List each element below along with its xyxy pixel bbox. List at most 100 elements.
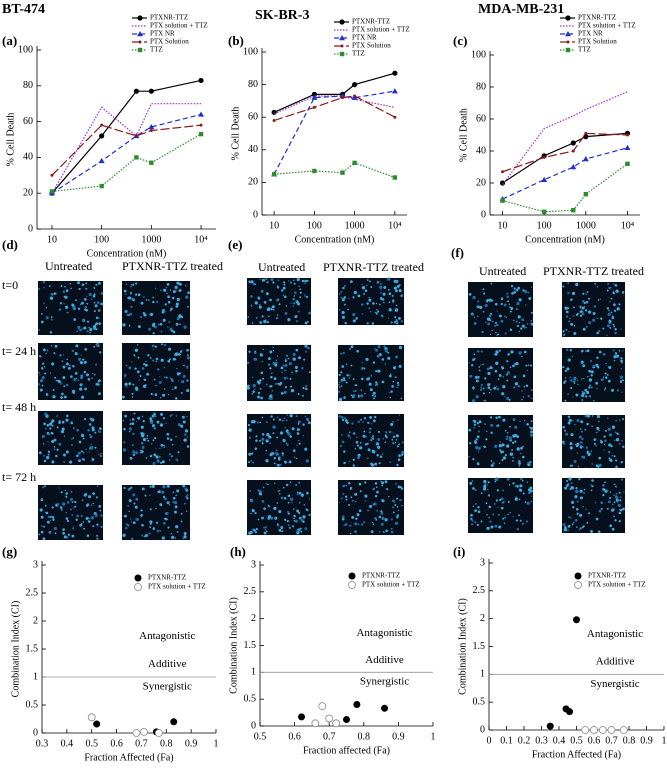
cell (355, 517, 358, 520)
cell (608, 320, 612, 324)
cell (81, 283, 85, 287)
cell (590, 450, 592, 452)
annotation: Antagonistic (587, 628, 643, 640)
cell (266, 421, 268, 423)
cell (276, 463, 280, 467)
cell (400, 320, 404, 323)
marker (566, 708, 573, 716)
legend-label: PTXNR-TTZ (150, 14, 188, 22)
marker (571, 149, 575, 153)
cell (618, 491, 621, 494)
cell (569, 464, 573, 467)
legend-label: PTX solution + TTZ (150, 22, 208, 30)
cell (66, 519, 70, 523)
cell (147, 439, 150, 442)
cell (95, 283, 98, 286)
cell (585, 508, 587, 511)
marker (99, 183, 104, 189)
cell (340, 385, 343, 387)
cell (65, 418, 69, 422)
cell (391, 499, 395, 503)
cell (65, 495, 68, 498)
cell (283, 295, 287, 299)
cell (367, 457, 369, 460)
cell (346, 421, 349, 424)
cell (504, 516, 507, 519)
cell (352, 296, 355, 299)
cell (160, 443, 164, 447)
cell (480, 492, 483, 494)
cell (143, 362, 146, 366)
cell (83, 370, 87, 374)
cell (46, 349, 49, 352)
cell (581, 299, 585, 303)
cell (295, 484, 298, 486)
cell (50, 318, 53, 321)
cell (487, 481, 490, 484)
cell (572, 396, 574, 398)
cell (368, 298, 372, 302)
marker (311, 94, 318, 100)
cell (497, 513, 500, 516)
cell (486, 484, 488, 486)
cell (619, 375, 624, 379)
cell (264, 321, 266, 323)
cell (501, 366, 505, 370)
cell (567, 358, 571, 362)
cell (348, 460, 351, 463)
cell (603, 449, 605, 451)
cell (502, 517, 505, 520)
micrograph (337, 345, 404, 402)
cell (69, 282, 72, 285)
cell (82, 458, 85, 461)
cell (67, 366, 71, 370)
cell (90, 443, 92, 446)
cell (42, 442, 45, 445)
cell (567, 393, 569, 395)
cell (596, 414, 601, 419)
cell (603, 443, 606, 446)
cell (573, 331, 577, 336)
cell (488, 391, 491, 394)
cell (85, 448, 87, 451)
cell (517, 315, 521, 319)
marker (353, 701, 361, 709)
cell (581, 437, 584, 441)
cell (45, 393, 49, 396)
y-tick-label: 0 (33, 727, 38, 738)
cell (393, 366, 397, 370)
cell (368, 307, 371, 310)
cell (571, 486, 574, 490)
cell (588, 369, 591, 373)
cell (283, 390, 287, 395)
cell (143, 378, 147, 382)
cell (153, 426, 157, 430)
micrograph (338, 414, 405, 467)
cell (94, 513, 98, 518)
cell (145, 360, 147, 363)
y-tick-label: 80 (23, 80, 33, 91)
y-tick-label: 1 (480, 669, 485, 680)
cell (338, 501, 341, 504)
cell (170, 533, 173, 535)
cell (613, 283, 615, 285)
cell (76, 330, 78, 333)
y-axis-title: Combination Index (CI) (228, 597, 239, 694)
cell (172, 496, 176, 500)
cell (305, 350, 308, 353)
cell (304, 527, 308, 530)
cell (362, 421, 364, 423)
series-line (51, 79, 202, 194)
cell (284, 311, 288, 315)
cell (355, 436, 358, 439)
cell (248, 452, 252, 456)
cell (352, 464, 355, 467)
cell (512, 434, 516, 438)
cell (58, 420, 61, 423)
cell (152, 348, 154, 351)
cell (362, 521, 366, 524)
cell (498, 415, 501, 419)
cell (565, 310, 569, 314)
x-tick-label: 0.3 (36, 738, 49, 749)
cell (394, 442, 397, 444)
